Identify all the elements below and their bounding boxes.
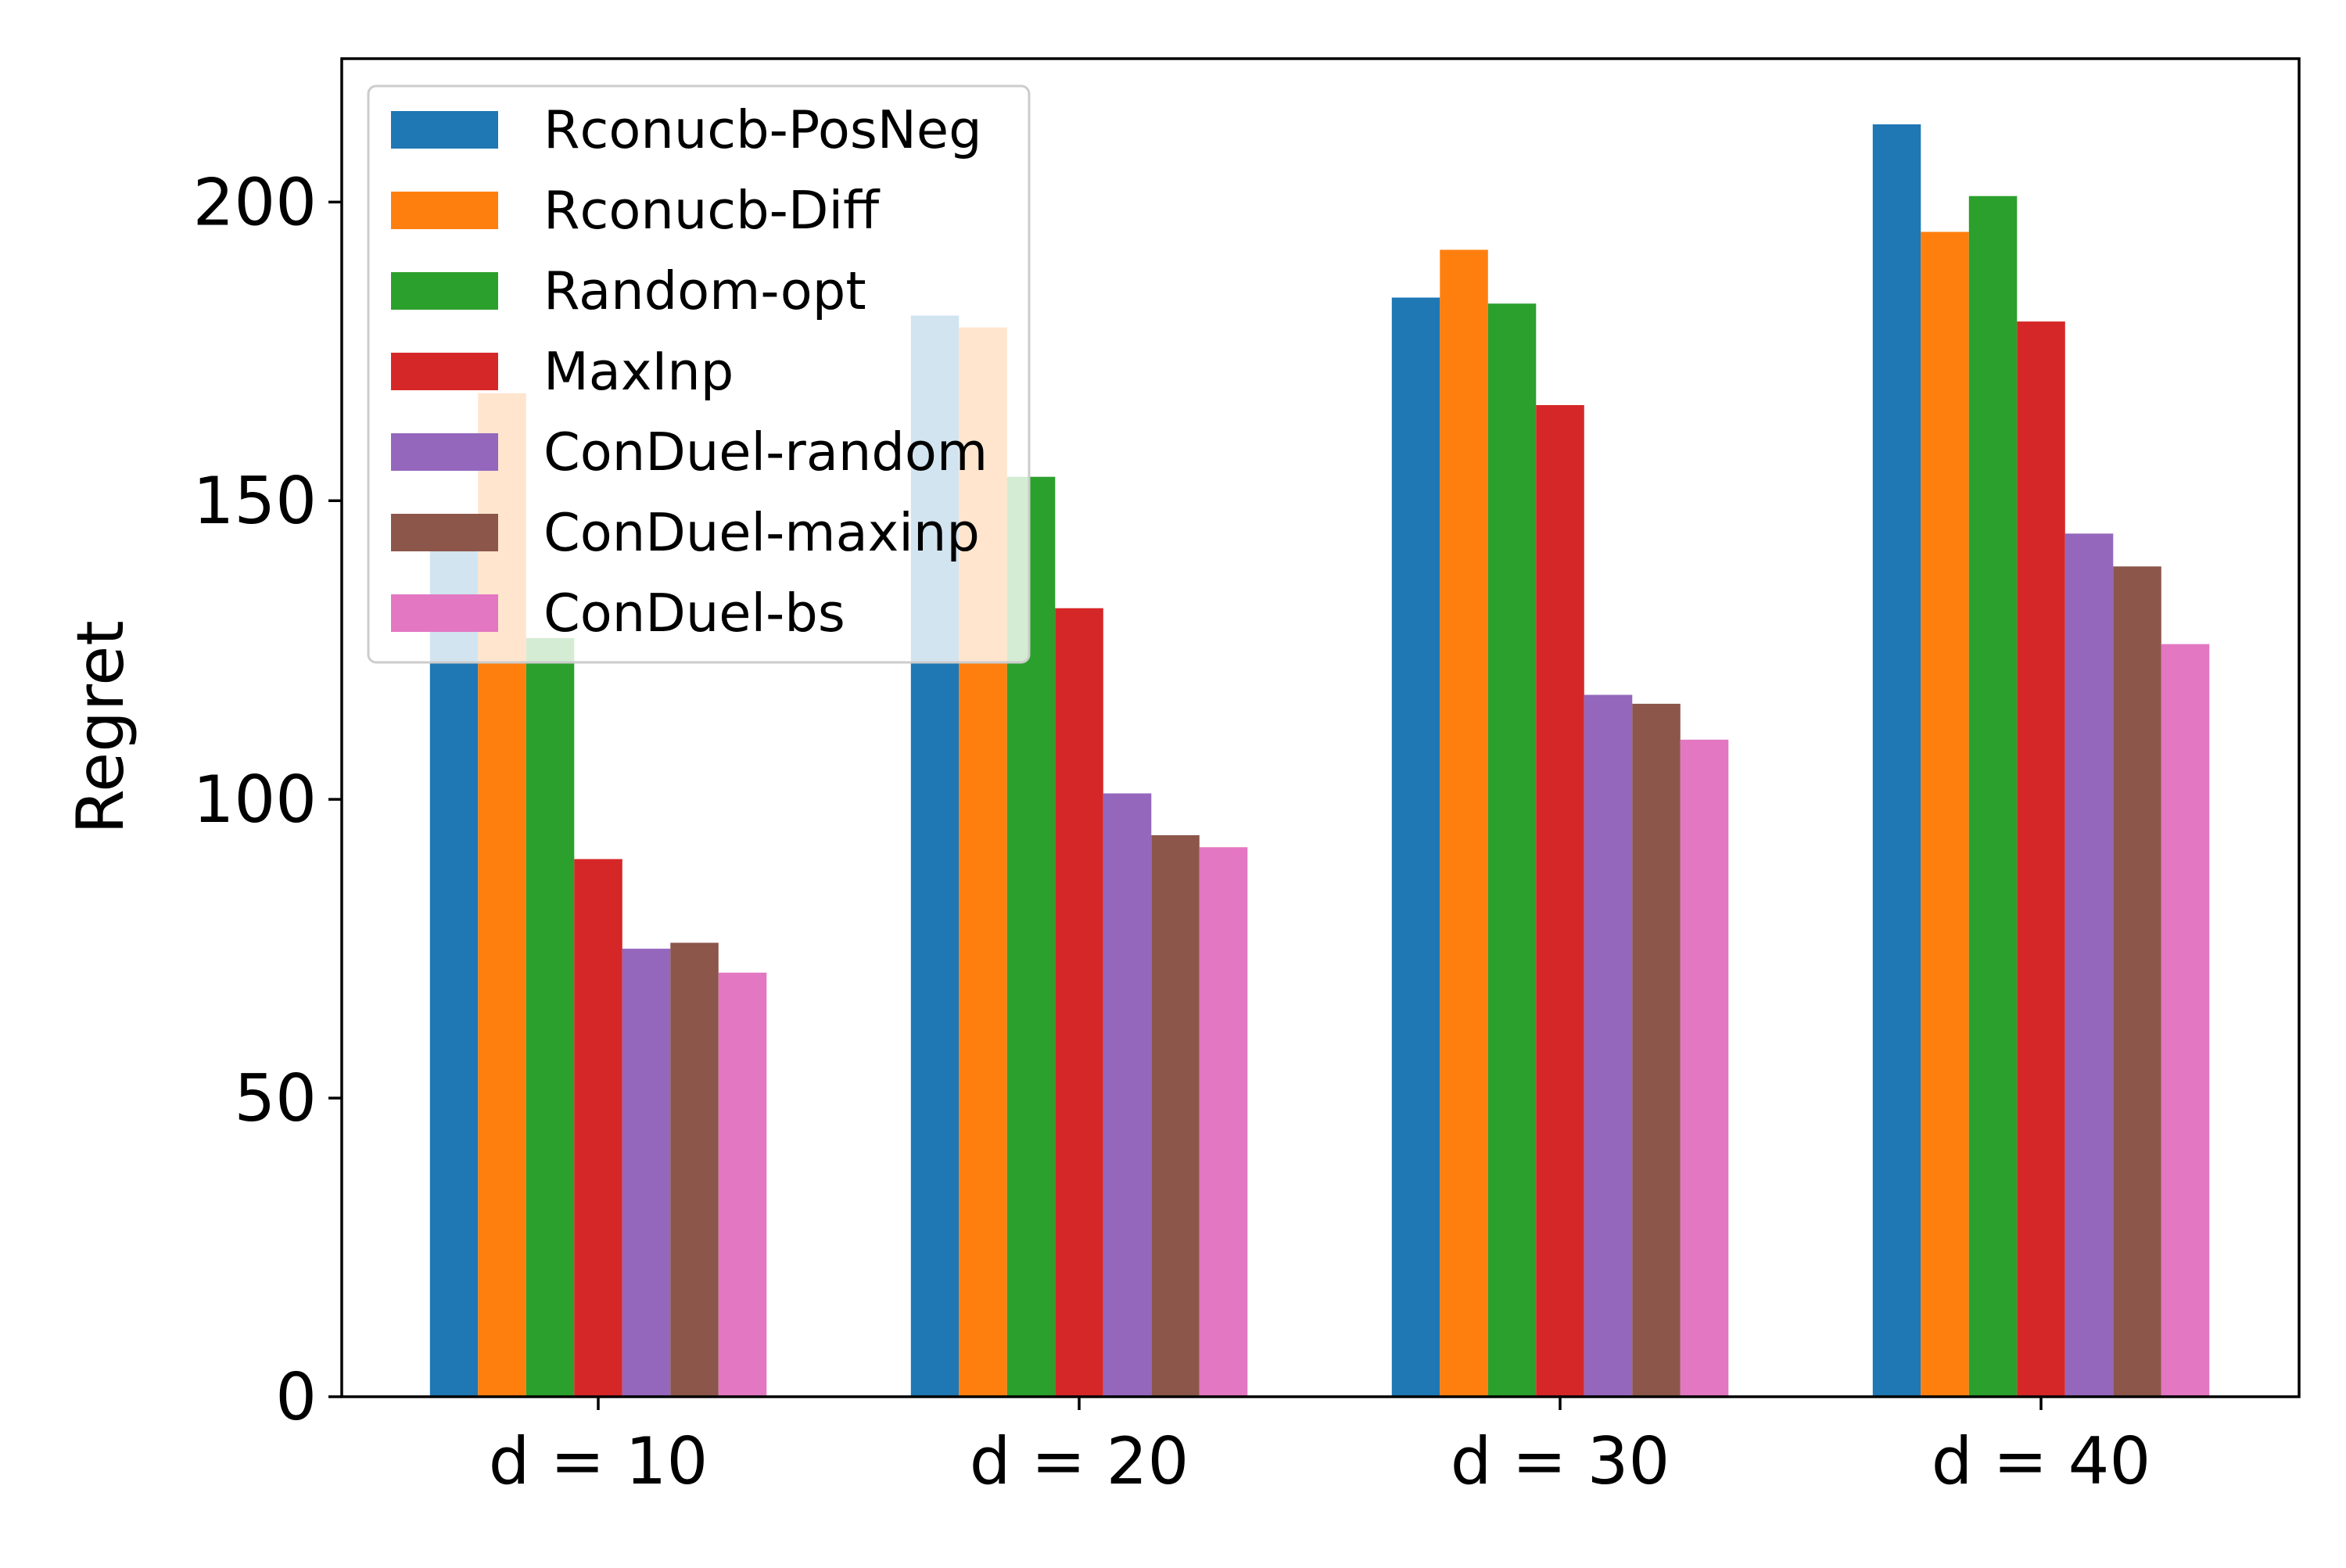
bar-random-opt-1	[526, 637, 575, 1397]
legend-box	[367, 84, 1031, 664]
x-tick-label: d = 30	[1451, 1423, 1670, 1499]
legend-label: ConDuel-maxinp	[543, 502, 980, 563]
bar-maxinp-1	[574, 859, 622, 1397]
legend-label: ConDuel-random	[543, 422, 988, 483]
legend-label: Rconucb-PosNeg	[543, 99, 982, 160]
axes-frame	[340, 57, 2301, 1398]
legend-swatch	[391, 192, 498, 229]
y-tick-label: 200	[193, 164, 317, 240]
x-axis: d = 10 d = 20 d = 30 d = 40	[489, 1397, 2151, 1499]
legend-label: Random-opt	[543, 260, 866, 321]
bar-conduel-random-4	[2064, 533, 2114, 1397]
legend-label: ConDuel-bs	[543, 583, 845, 644]
legend-swatch	[391, 353, 498, 390]
bar-rconucb-diff-3	[1440, 249, 1488, 1397]
bar-conduel-maxinp-4	[2113, 566, 2161, 1397]
y-tick-label: 50	[234, 1060, 317, 1136]
bar-rconucb-diff-4	[1921, 231, 1969, 1397]
bar-rconucb-posneg-3	[1391, 297, 1440, 1397]
legend-swatch	[391, 594, 498, 632]
x-tick-label: d = 20	[970, 1423, 1189, 1499]
bar-conduel-maxinp-2	[1151, 835, 1200, 1397]
bar-conduel-random-2	[1103, 793, 1152, 1397]
y-axis: 0 50 100 150 200	[193, 164, 342, 1435]
y-axis-label: Regret	[63, 620, 138, 834]
bar-maxinp-3	[1536, 405, 1584, 1397]
bar-conduel-bs-1	[718, 972, 767, 1397]
bar-conduel-random-3	[1584, 694, 1633, 1397]
bar-conduel-random-1	[622, 949, 671, 1397]
legend: Rconucb-PosNeg Rconucb-Diff Random-opt MaxI…	[367, 84, 1031, 664]
legend-swatch	[391, 272, 498, 310]
bar-conduel-bs-3	[1680, 739, 1729, 1397]
legend-swatch	[391, 433, 498, 471]
legend-label: MaxInp	[543, 341, 734, 402]
y-tick-label: 100	[193, 762, 317, 838]
bar-random-opt-3	[1487, 303, 1537, 1398]
bar-maxinp-4	[2017, 321, 2065, 1398]
x-tick-label: d = 40	[1932, 1423, 2151, 1499]
bar-conduel-maxinp-1	[670, 942, 719, 1397]
bar-maxinp-2	[1055, 608, 1103, 1397]
legend-label: Rconucb-Diff	[543, 180, 881, 241]
bar-conduel-bs-4	[2161, 644, 2210, 1397]
y-tick-label: 150	[193, 463, 317, 539]
bar-rconucb-posneg-4	[1872, 124, 1921, 1397]
legend-swatch	[391, 514, 498, 551]
x-tick-label: d = 10	[489, 1423, 708, 1499]
bar-conduel-bs-2	[1199, 847, 1248, 1397]
bar-random-opt-4	[1968, 196, 2018, 1398]
y-tick-label: 0	[275, 1359, 317, 1435]
bar-conduel-maxinp-3	[1632, 703, 1681, 1397]
bar-rconucb-posneg-1	[429, 548, 479, 1397]
legend-swatch	[391, 111, 498, 149]
